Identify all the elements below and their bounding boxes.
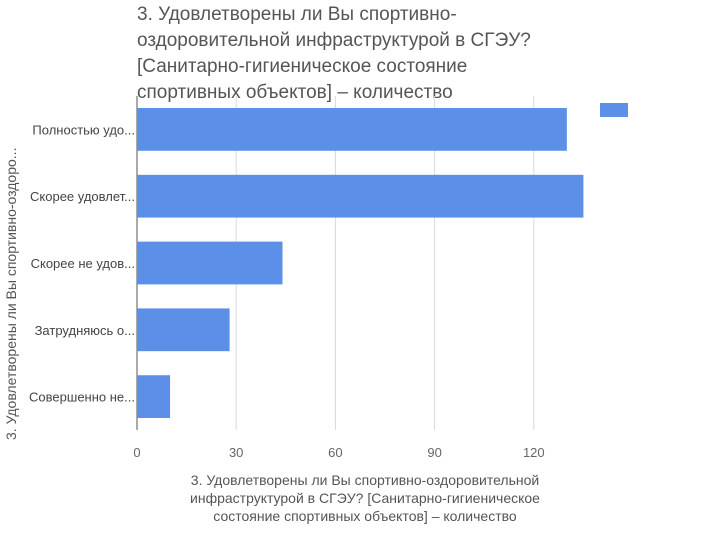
bar <box>137 375 171 418</box>
category-label: Скорее удовлет... <box>30 189 135 204</box>
category-label: Скорее не удов... <box>31 256 135 271</box>
labels: 0 30 60 90 120 Полностью удо... Скорее удовлет… <box>29 122 545 460</box>
x-tick-label: 120 <box>523 445 545 460</box>
x-tick-label: 90 <box>427 445 441 460</box>
bars <box>137 108 584 418</box>
category-label: Совершенно не... <box>29 390 135 405</box>
x-tick-label: 0 <box>133 445 140 460</box>
category-label: Затрудняюсь о... <box>35 323 135 338</box>
x-axis-label: 3. Удовлетворены ли Вы спортивно-оздоров… <box>190 472 540 524</box>
chart-title: 3. Удовлетворены ли Вы спортивно- оздоро… <box>137 4 531 103</box>
legend-swatch <box>600 103 628 117</box>
x-tick-label: 30 <box>229 445 243 460</box>
bar <box>137 308 230 352</box>
bar <box>137 241 283 285</box>
bar <box>137 108 567 151</box>
bar <box>137 174 584 218</box>
category-label: Полностью удо... <box>32 122 135 137</box>
x-tick-label: 60 <box>328 445 342 460</box>
